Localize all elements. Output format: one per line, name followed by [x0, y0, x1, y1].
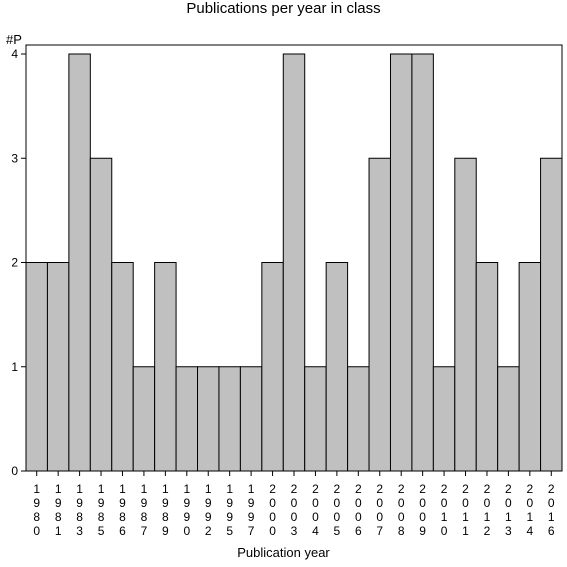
bar-2003 [282, 53, 306, 472]
bar-2007 [368, 157, 391, 472]
bar-1983 [68, 53, 91, 472]
bar-2010 [432, 366, 456, 472]
bar-2016 [540, 157, 563, 472]
bar-2012 [475, 262, 499, 472]
bar-2004 [304, 366, 327, 472]
bar-2008 [389, 53, 413, 472]
bar-2005 [325, 262, 349, 472]
y-tick-label: 1 [11, 360, 18, 374]
bar-1987 [132, 366, 156, 472]
bar-1992 [197, 366, 220, 472]
bar-1989 [154, 262, 177, 472]
y-tick-label: 0 [11, 464, 18, 478]
bar-1995 [218, 366, 241, 472]
bar-2000 [261, 262, 284, 472]
bar-2014 [518, 262, 542, 472]
bar-1990 [175, 366, 199, 472]
bar-1997 [239, 366, 263, 472]
bar-1980 [25, 262, 48, 472]
bar-1981 [46, 262, 70, 472]
chart-title: Publications per year in class [186, 0, 381, 17]
bar-2009 [411, 53, 434, 472]
x-axis-label: Publication year [237, 545, 330, 560]
bar-2006 [347, 366, 370, 472]
y-tick-label: 3 [11, 151, 18, 165]
bar-1986 [111, 262, 134, 472]
bar-2013 [497, 366, 520, 472]
bar-1985 [89, 157, 113, 472]
y-tick-label: 2 [11, 256, 18, 270]
y-axis-label: #P [6, 32, 22, 47]
bar-2011 [454, 157, 477, 472]
y-tick-label: 4 [11, 47, 18, 61]
